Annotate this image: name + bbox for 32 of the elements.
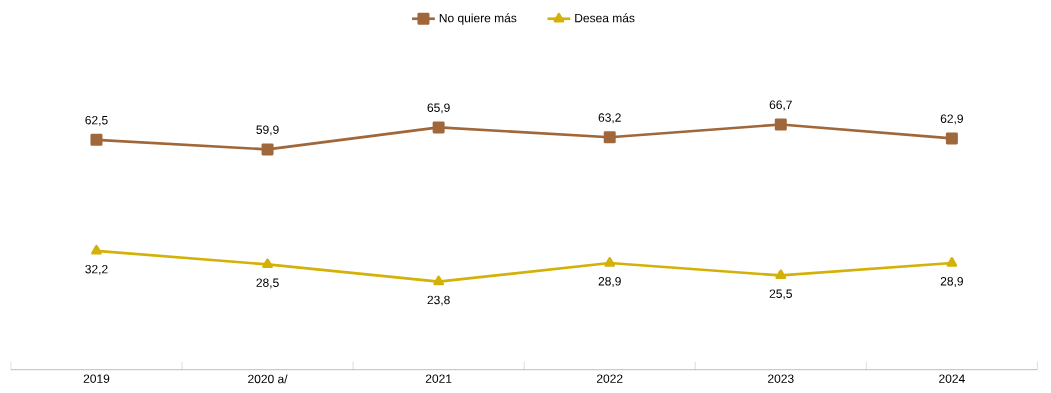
data-label: 25,5 <box>769 289 792 300</box>
legend-label: Desea más <box>575 13 635 23</box>
point <box>261 143 274 156</box>
data-label: 62,5 <box>85 115 108 126</box>
data-label: 62,9 <box>940 114 963 125</box>
point <box>603 131 616 144</box>
point <box>90 133 103 146</box>
point <box>945 132 958 145</box>
legend-label: No quiere más <box>439 13 517 25</box>
x-tick-label: 2022 <box>596 374 623 383</box>
data-label: 65,9 <box>427 103 450 114</box>
data-label: 59,9 <box>256 125 279 136</box>
data-label: 28,5 <box>256 278 279 289</box>
point <box>946 256 958 267</box>
x-tick-label: 2019 <box>83 374 110 383</box>
data-label: 32,2 <box>85 264 108 275</box>
point <box>433 275 445 286</box>
data-label: 66,7 <box>769 100 792 111</box>
point <box>262 258 273 269</box>
data-label: 23,8 <box>427 295 450 306</box>
point <box>774 118 787 131</box>
data-label: 28,9 <box>598 277 621 287</box>
point <box>91 244 102 255</box>
point <box>604 256 616 267</box>
point <box>432 121 445 134</box>
x-tick-label: 2023 <box>768 374 794 383</box>
x-tick-label: 2021 <box>425 374 452 383</box>
data-label: 63,2 <box>598 113 621 124</box>
x-tick-label: 2024 <box>939 374 965 383</box>
point <box>775 269 787 280</box>
data-label: 28,9 <box>940 277 963 287</box>
x-tick-label: 2020 a/ <box>248 374 288 384</box>
